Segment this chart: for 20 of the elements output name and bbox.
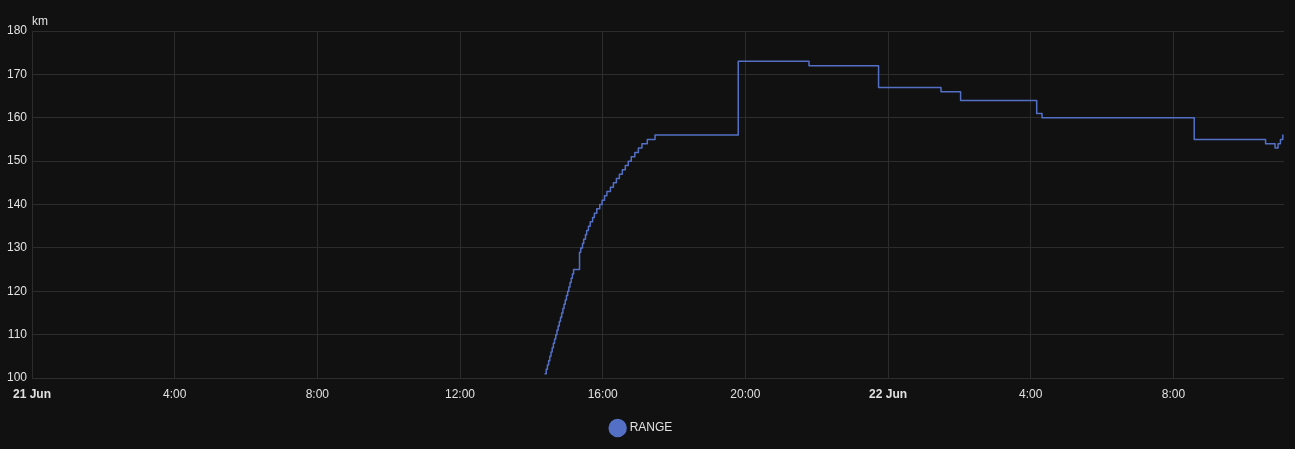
x-tick-label: 22 Jun: [869, 386, 908, 401]
y-tick-label: 180: [6, 23, 28, 38]
y-tick-label: 140: [6, 196, 28, 211]
x-tick-label: 20:00: [730, 386, 761, 401]
y-tick-label: 110: [7, 326, 28, 341]
x-tick-label: 8:00: [305, 386, 330, 401]
x-tick-label: 8:00: [1161, 386, 1186, 401]
y-tick-label: 170: [6, 66, 28, 81]
x-tick-label: 4:00: [163, 386, 187, 401]
legend-label: RANGE: [629, 420, 673, 435]
y-axis-title: km: [32, 14, 48, 28]
y-tick-label: 130: [6, 240, 28, 255]
y-tick-label: 100: [6, 370, 28, 385]
y-tick-label: 160: [6, 110, 28, 125]
x-tick-label: 4:00: [1019, 386, 1043, 401]
x-tick-label: 16:00: [587, 386, 619, 401]
x-tick-label: 21 Jun: [12, 386, 52, 401]
y-tick-label: 150: [6, 153, 28, 168]
y-tick-label: 120: [6, 283, 28, 298]
x-tick-label: 12:00: [445, 386, 476, 401]
